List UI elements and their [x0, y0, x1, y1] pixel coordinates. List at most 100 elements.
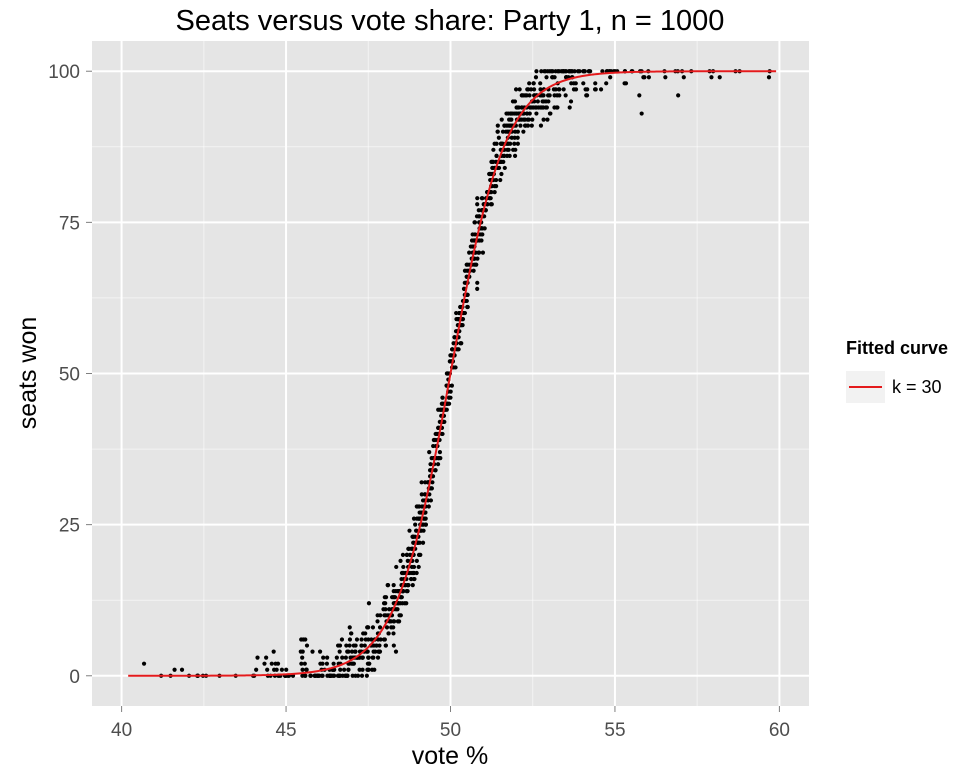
data-point: [423, 522, 428, 527]
data-point: [524, 93, 529, 98]
data-point: [412, 576, 417, 582]
data-point: [503, 129, 509, 134]
data-point: [663, 75, 668, 80]
data-point: [542, 69, 547, 74]
data-point: [427, 449, 432, 455]
data-point: [475, 202, 480, 207]
data-point: [325, 655, 330, 660]
data-point: [448, 389, 453, 394]
data-point: [343, 655, 348, 660]
data-point: [334, 655, 339, 660]
data-point: [399, 570, 405, 576]
data-point: [516, 105, 521, 110]
data-point: [411, 570, 417, 576]
data-point: [512, 153, 518, 158]
data-point: [375, 655, 381, 660]
data-point: [392, 619, 397, 624]
data-point: [499, 117, 504, 122]
data-point: [508, 141, 513, 146]
data-point: [331, 661, 336, 666]
data-point: [347, 643, 352, 648]
data-point: [642, 75, 647, 80]
y-tick-label: 0: [69, 667, 80, 688]
data-point: [396, 601, 401, 606]
data-point: [451, 341, 456, 346]
data-point: [646, 75, 651, 80]
data-point: [637, 93, 642, 98]
x-tick-label: 50: [440, 720, 461, 741]
data-point: [593, 81, 598, 86]
data-point: [418, 552, 423, 557]
data-point: [369, 637, 374, 642]
data-point: [375, 619, 380, 624]
data-point: [568, 99, 574, 104]
data-point: [490, 165, 495, 171]
data-point: [431, 443, 436, 449]
data-point: [366, 661, 372, 666]
data-point: [511, 147, 516, 152]
data-point: [384, 625, 390, 630]
data-point: [349, 661, 354, 666]
data-point: [475, 256, 480, 261]
data-point: [428, 498, 434, 503]
data-point: [273, 661, 278, 666]
data-point: [366, 667, 371, 672]
data-point: [371, 655, 376, 660]
data-point: [515, 141, 520, 146]
data-point: [500, 129, 506, 134]
data-point: [458, 304, 463, 310]
data-point: [255, 655, 260, 660]
data-point: [419, 480, 424, 485]
data-point: [373, 649, 378, 654]
data-point: [499, 159, 504, 165]
data-point: [410, 534, 415, 539]
y-tick-label: 25: [59, 516, 80, 537]
data-point: [431, 437, 436, 443]
data-point: [521, 129, 526, 134]
data-point: [440, 395, 445, 400]
data-point: [340, 655, 345, 660]
data-point: [383, 643, 388, 648]
data-point: [339, 637, 345, 642]
data-point: [507, 153, 512, 158]
data-point: [387, 607, 392, 612]
data-point: [552, 105, 557, 110]
data-point: [141, 661, 147, 666]
data-point: [377, 625, 383, 630]
data-point: [543, 99, 549, 104]
data-point: [308, 673, 313, 678]
data-point: [515, 135, 520, 140]
data-point: [480, 250, 486, 255]
data-point: [538, 123, 544, 128]
data-point: [406, 546, 411, 551]
y-tick-label: 100: [48, 62, 80, 83]
x-axis-title: vote %: [412, 742, 488, 770]
data-point: [302, 661, 307, 666]
data-point: [495, 123, 500, 128]
data-point: [395, 589, 401, 594]
data-point: [404, 589, 409, 594]
data-point: [179, 667, 185, 672]
data-point: [300, 649, 305, 654]
data-point: [320, 661, 325, 666]
data-point: [361, 631, 366, 636]
data-point: [604, 81, 609, 86]
data-point: [370, 667, 375, 672]
data-point: [429, 486, 434, 491]
data-point: [342, 667, 347, 672]
data-point: [571, 87, 577, 92]
data-point: [304, 643, 310, 648]
data-point: [397, 613, 402, 618]
data-point: [429, 456, 434, 461]
data-point: [301, 637, 306, 642]
data-point: [487, 196, 492, 201]
data-point: [279, 667, 285, 672]
data-point: [366, 625, 371, 630]
data-point: [355, 673, 361, 678]
data-point: [527, 111, 532, 116]
data-point: [474, 214, 480, 219]
data-point: [377, 649, 382, 654]
data-point: [521, 117, 527, 122]
